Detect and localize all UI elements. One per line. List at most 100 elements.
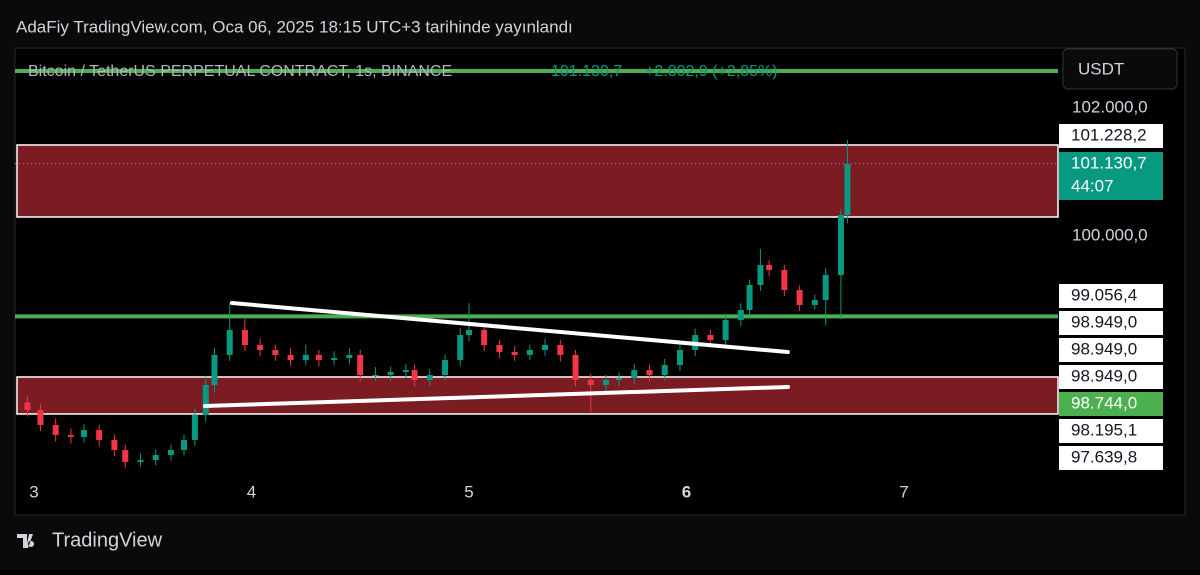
candle-body	[67, 434, 74, 438]
price-label: 101.228,2	[1071, 125, 1147, 144]
price-label: 98.949,0	[1071, 339, 1137, 358]
price-label-box	[1059, 419, 1163, 443]
candle-body	[402, 370, 409, 372]
candle-body	[80, 429, 87, 438]
candle-body	[587, 380, 594, 385]
candle-body	[111, 439, 118, 451]
candle-body	[137, 460, 144, 462]
candle-body	[346, 354, 353, 358]
candle-body	[722, 319, 729, 340]
candle-body	[766, 264, 773, 270]
candle-body	[272, 349, 279, 355]
candle-body	[331, 357, 338, 360]
candle-body	[457, 335, 464, 360]
price-label-box	[1059, 152, 1163, 200]
candle-body	[631, 370, 638, 379]
candle-body	[844, 163, 851, 216]
y-tick-label: 100.000,0	[1072, 225, 1148, 244]
trendline	[229, 301, 790, 355]
candle-body	[426, 375, 433, 380]
candle-body	[202, 384, 209, 416]
x-tick-label: 5	[464, 482, 473, 501]
price-label: 98.195,1	[1071, 420, 1137, 439]
candle-body	[37, 410, 44, 425]
price-label: 99.056,4	[1071, 285, 1137, 304]
chart-panel	[14, 47, 1186, 516]
candle-body	[746, 285, 753, 310]
candle-body	[387, 372, 394, 376]
price-label: 101.130,7	[1071, 153, 1147, 172]
candle-body	[191, 415, 198, 440]
candle-body	[302, 354, 309, 360]
candle-body	[257, 344, 264, 350]
candle-body	[372, 375, 379, 377]
candle-body	[676, 349, 683, 366]
price-label: 98.744,0	[1071, 393, 1137, 412]
candle-body	[781, 269, 788, 291]
zone	[16, 144, 1059, 218]
candle-body	[315, 354, 322, 360]
symbol: Bitcoin / TetherUS PERPETUAL CONTRACT, 1…	[28, 63, 452, 80]
candle-body	[152, 455, 159, 460]
candle-body	[226, 330, 233, 355]
currency[interactable]: USDT	[1078, 59, 1124, 78]
price-label-box	[1059, 365, 1163, 389]
candle-body	[646, 370, 653, 376]
candle-body	[757, 264, 764, 286]
x-tick-label: 4	[247, 482, 256, 501]
candle-body	[707, 335, 714, 340]
candle-body	[572, 354, 579, 380]
candle-body	[602, 380, 609, 385]
candle-body	[241, 330, 248, 345]
price-label-box	[1059, 446, 1163, 470]
trendline	[202, 384, 791, 408]
candle-body	[737, 309, 744, 320]
last-price: 101.130,7	[551, 63, 622, 80]
price-label-box	[1059, 311, 1163, 335]
candle-body	[24, 402, 31, 411]
candle-body	[357, 354, 364, 376]
y-tick-label: 102.000,0	[1072, 97, 1148, 116]
candle-body	[481, 330, 488, 345]
countdown: 44:07	[1071, 176, 1114, 195]
price-label: 98.949,0	[1071, 312, 1137, 331]
candle-body	[211, 354, 218, 385]
brand: TradingView	[52, 529, 163, 551]
candle-body	[557, 344, 564, 355]
candle-body	[496, 344, 503, 352]
x-tick-label: 6	[682, 482, 691, 501]
price-label-box	[1059, 284, 1163, 308]
candle-body	[661, 365, 668, 376]
candle-body	[837, 215, 844, 275]
candle-body	[167, 450, 174, 456]
candle-body	[122, 450, 129, 462]
candle-body	[96, 429, 103, 440]
x-tick-label: 7	[899, 482, 908, 501]
x-tick-label: 3	[29, 482, 38, 501]
publisher: AdaFiy TradingView.com, Oca 06, 2025 18:…	[16, 17, 573, 36]
candle-body	[287, 354, 294, 360]
price-label: 97.639,8	[1071, 447, 1137, 466]
candle-body	[822, 274, 829, 300]
candle-body	[411, 370, 418, 380]
price-label: 98.949,0	[1071, 366, 1137, 385]
plot	[15, 69, 1059, 468]
price-label-box	[1059, 338, 1163, 362]
candle-body	[181, 439, 188, 451]
currency-box[interactable]	[1062, 48, 1178, 90]
price-label-box	[1059, 392, 1163, 416]
change: +2.802,9 (+2,85%)	[645, 63, 778, 80]
candle-body	[796, 290, 803, 305]
candle-body	[442, 359, 449, 376]
logo	[17, 534, 35, 548]
candle-body	[616, 378, 623, 380]
candle-body	[526, 349, 533, 355]
candle-body	[511, 351, 518, 355]
candle-body	[465, 330, 472, 336]
candle-body	[811, 300, 818, 305]
price-label-box	[1059, 124, 1163, 148]
candle-body	[52, 424, 59, 435]
candle-body	[542, 344, 549, 350]
